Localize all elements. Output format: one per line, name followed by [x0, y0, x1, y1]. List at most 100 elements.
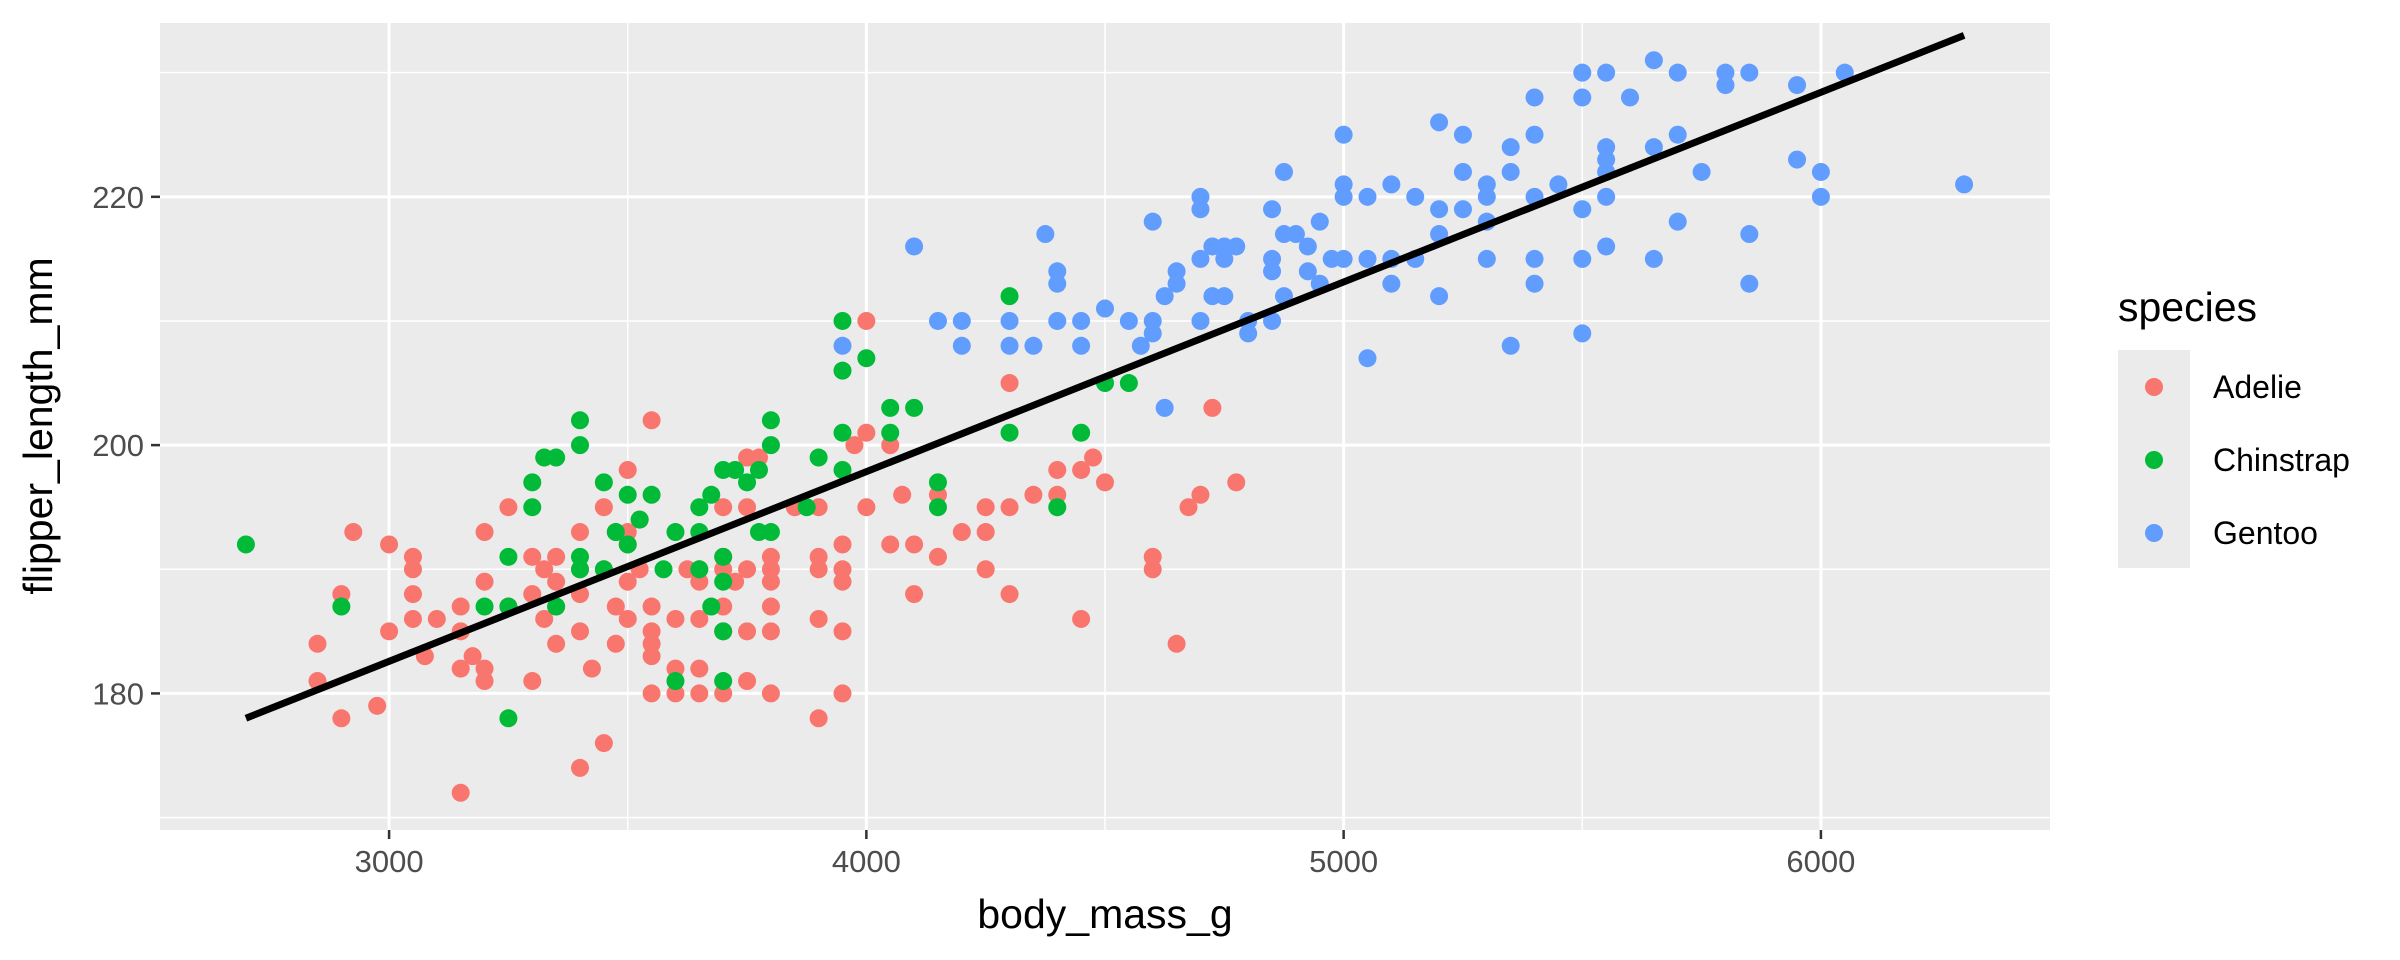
point-adelie [833, 535, 852, 554]
point-gentoo [1430, 287, 1449, 306]
point-adelie [738, 672, 757, 691]
point-gentoo [1501, 138, 1520, 157]
point-gentoo [1644, 138, 1663, 157]
point-chinstrap [702, 485, 721, 504]
point-adelie [893, 485, 912, 504]
point-adelie [1000, 374, 1019, 393]
point-gentoo [1788, 150, 1807, 169]
point-chinstrap [857, 349, 876, 368]
point-gentoo [1549, 175, 1568, 194]
y-tick-label: 180 [92, 676, 144, 711]
point-gentoo [1525, 274, 1544, 293]
point-chinstrap [738, 473, 757, 492]
point-chinstrap [499, 709, 518, 728]
point-gentoo [1453, 200, 1472, 219]
point-adelie [427, 609, 446, 628]
point-adelie [523, 547, 542, 566]
legend-label-chinstrap: Chinstrap [2213, 442, 2350, 478]
point-gentoo [1131, 336, 1150, 355]
point-adelie [833, 622, 852, 641]
axis-tick-labels: 3000 4000 5000 6000 180 200 220 [92, 180, 1855, 879]
point-chinstrap [1072, 423, 1091, 442]
point-chinstrap [928, 473, 947, 492]
point-chinstrap [606, 523, 625, 542]
point-adelie [571, 758, 589, 777]
point-gentoo [1573, 200, 1592, 219]
point-gentoo [1644, 249, 1663, 268]
point-adelie [475, 672, 494, 691]
point-gentoo [1191, 200, 1210, 219]
point-gentoo [1573, 249, 1592, 268]
point-gentoo [1597, 150, 1616, 169]
point-adelie [582, 659, 601, 678]
point-adelie [1143, 547, 1162, 566]
point-chinstrap [1000, 287, 1019, 306]
point-adelie [1143, 560, 1162, 579]
point-adelie [1048, 460, 1067, 479]
point-chinstrap [690, 498, 709, 517]
point-gentoo [1573, 63, 1592, 82]
point-gentoo [1274, 162, 1293, 181]
point-gentoo [1453, 162, 1472, 181]
point-chinstrap [797, 498, 816, 517]
point-gentoo [1382, 274, 1401, 293]
point-adelie [833, 560, 852, 579]
point-gentoo [1024, 336, 1043, 355]
point-adelie [1203, 398, 1222, 417]
point-adelie [642, 647, 661, 666]
point-adelie [749, 448, 768, 467]
point-adelie [833, 572, 852, 591]
point-chinstrap [571, 547, 589, 566]
point-gentoo [1143, 311, 1162, 330]
point-adelie [761, 597, 780, 616]
point-chinstrap [726, 460, 745, 479]
point-gentoo [1358, 349, 1377, 368]
point-adelie [976, 498, 995, 517]
point-adelie [1227, 473, 1246, 492]
point-adelie [976, 560, 995, 579]
point-adelie [690, 684, 709, 703]
point-gentoo [1072, 336, 1091, 355]
point-chinstrap [618, 535, 637, 554]
point-chinstrap [714, 572, 733, 591]
point-gentoo [1740, 63, 1759, 82]
point-adelie [666, 609, 685, 628]
point-chinstrap [571, 560, 589, 579]
point-gentoo [1358, 187, 1377, 206]
point-gentoo [1227, 237, 1246, 256]
point-adelie [928, 485, 947, 504]
point-chinstrap [881, 398, 900, 417]
point-gentoo [1430, 200, 1449, 219]
point-gentoo [1597, 138, 1616, 157]
point-gentoo [1358, 249, 1377, 268]
point-adelie [714, 560, 733, 579]
point-adelie [523, 672, 542, 691]
point-adelie [761, 547, 780, 566]
point-adelie [976, 523, 995, 542]
point-chinstrap [618, 485, 637, 504]
trend-line-group [244, 32, 1966, 722]
axis-ticks [151, 195, 1823, 839]
point-chinstrap [666, 523, 685, 542]
point-chinstrap [809, 448, 828, 467]
point-gentoo [952, 311, 971, 330]
point-chinstrap [702, 597, 721, 616]
point-adelie [761, 560, 780, 579]
x-axis-title: body_mass_g [977, 891, 1232, 937]
point-adelie [403, 585, 422, 604]
point-gentoo [1155, 398, 1174, 417]
point-gentoo [1668, 212, 1687, 231]
point-chinstrap [690, 560, 709, 579]
point-adelie [451, 659, 470, 678]
point-chinstrap [761, 523, 780, 542]
point-adelie [308, 634, 327, 653]
point-adelie [738, 622, 757, 641]
point-adelie [594, 734, 613, 753]
point-gentoo [1096, 299, 1114, 318]
point-gentoo [1155, 287, 1174, 306]
point-gentoo [1143, 212, 1162, 231]
point-adelie [1000, 498, 1019, 517]
point-adelie [535, 609, 554, 628]
point-chinstrap [547, 448, 566, 467]
point-gentoo [1716, 63, 1735, 82]
